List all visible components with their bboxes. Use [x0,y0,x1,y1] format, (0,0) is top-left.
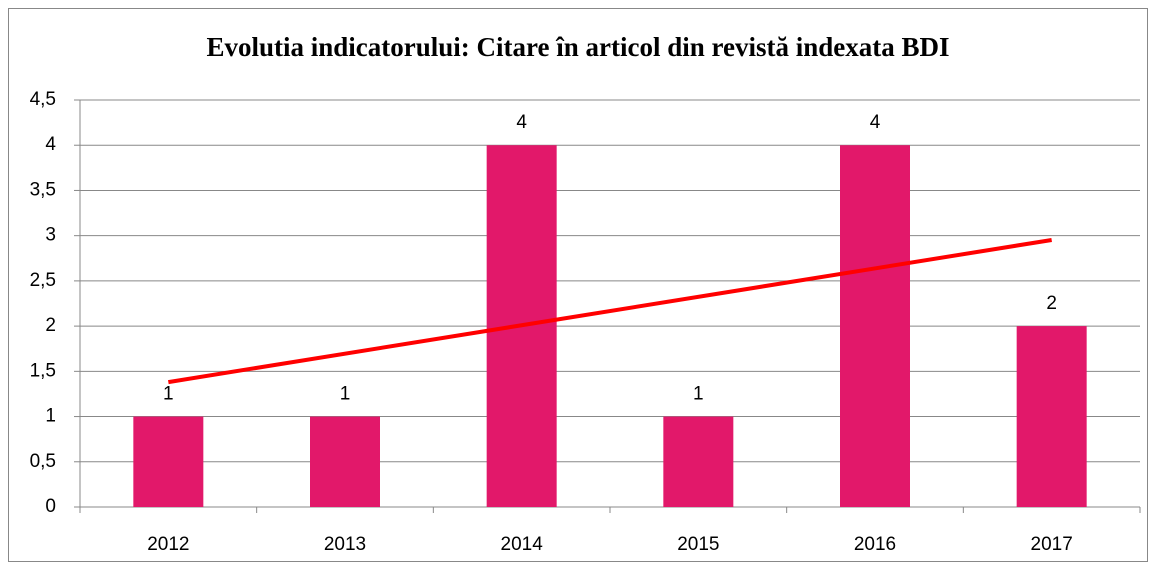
x-tick-label: 2016 [854,534,896,555]
bar [1016,326,1087,507]
y-tick-label: 2 [45,315,56,336]
data-label: 1 [693,384,704,405]
bar [133,416,204,507]
y-tick-label: 4 [45,134,56,155]
trendline [168,237,1052,385]
data-label: 1 [163,384,174,405]
data-label: 4 [516,112,527,133]
data-label: 2 [1046,293,1057,314]
y-tick-label: 4,5 [30,89,56,110]
x-tick-label: 2015 [677,534,719,555]
chart-title: Evolutia indicatorului: Citare în artico… [206,32,949,62]
y-tick-label: 3,5 [30,179,56,200]
y-tick-label: 0 [45,496,56,517]
y-tick-label: 2,5 [30,270,56,291]
data-label: 1 [340,384,351,405]
y-tick-label: 1,5 [30,360,56,381]
x-tick-label: 2012 [147,534,189,555]
bar [663,416,734,507]
bar [840,145,910,507]
y-tick-label: 0,5 [30,451,56,472]
x-tick-label: 2014 [501,534,544,555]
x-tick-label: 2013 [324,534,366,555]
data-label: 4 [870,112,881,133]
y-tick-label: 3 [45,225,56,246]
bar [310,416,380,507]
x-tick-label: 2017 [1031,534,1073,555]
y-tick-label: 1 [45,406,56,427]
